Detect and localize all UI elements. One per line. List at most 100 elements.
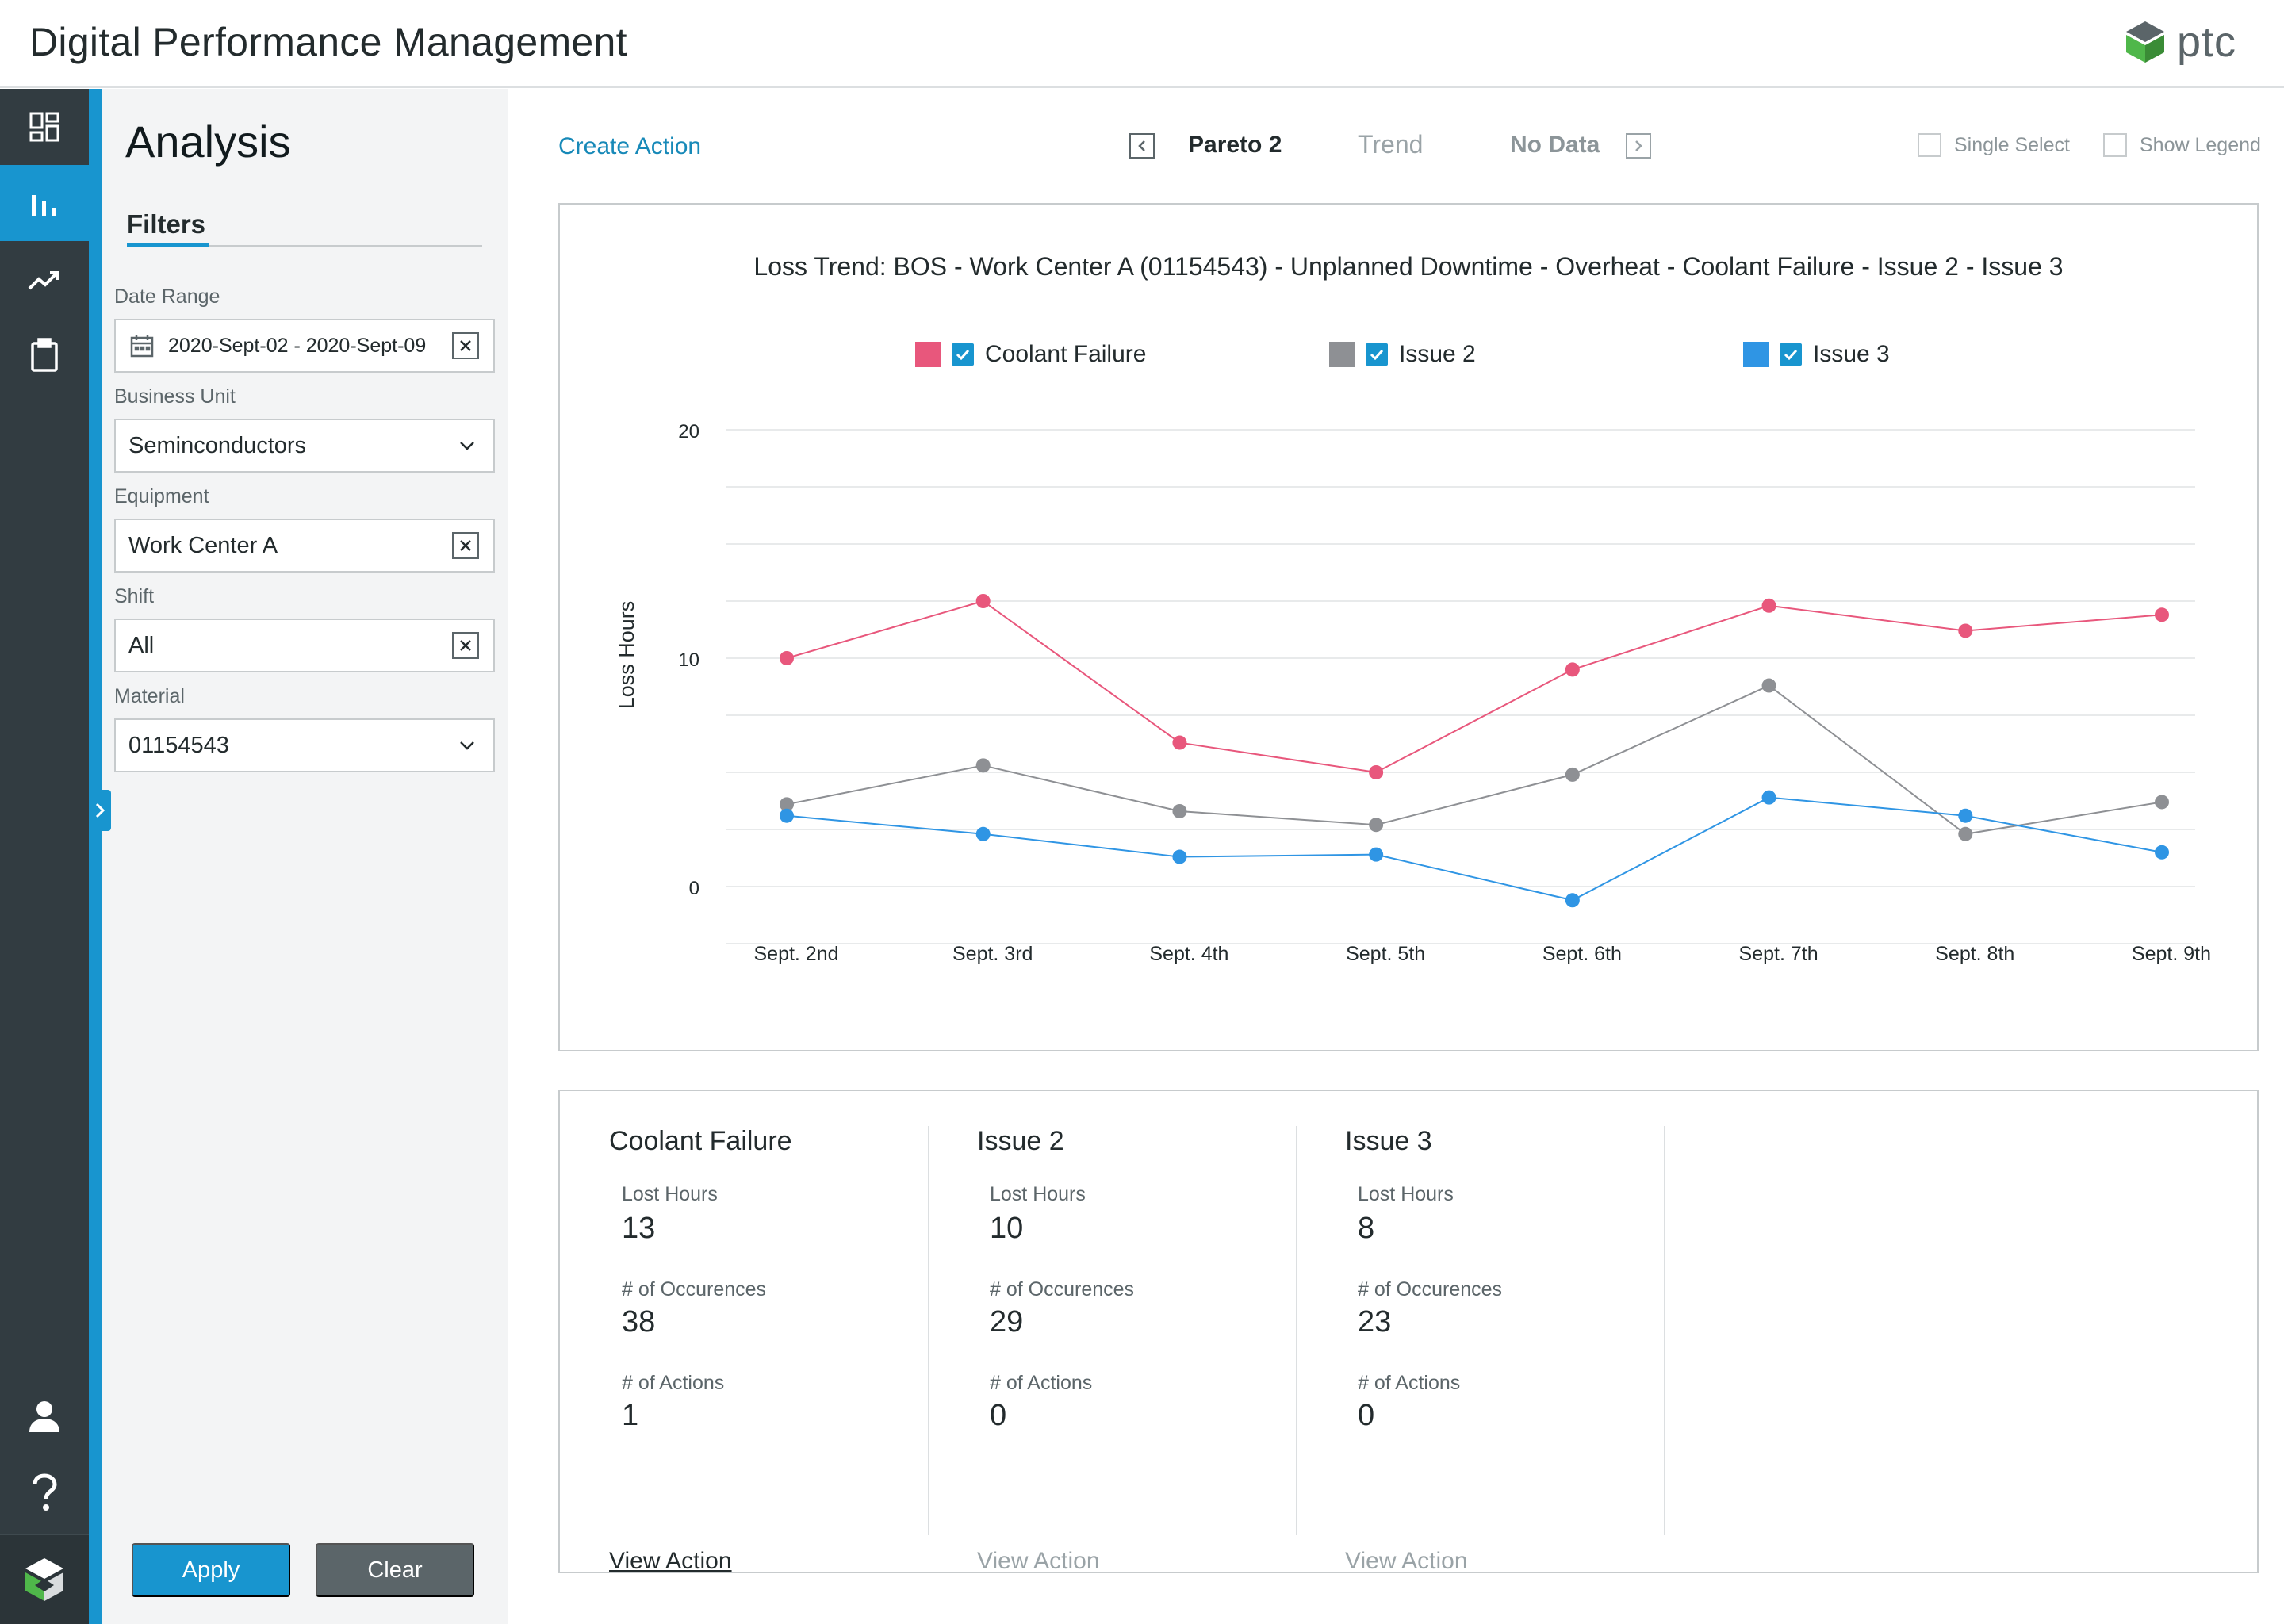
view-action-link[interactable]: View Action: [1345, 1548, 1468, 1574]
chevron-down-icon: [455, 733, 479, 757]
legend-checkbox[interactable]: [1366, 343, 1388, 366]
legend-swatch: [1329, 342, 1355, 367]
nav-item-analysis[interactable]: [0, 165, 89, 241]
shift-value: All: [128, 632, 155, 658]
dashboard-icon: [29, 112, 59, 142]
apply-button[interactable]: Apply: [132, 1543, 290, 1597]
x-tick-label: Sept. 5th: [1346, 943, 1425, 965]
material-label: Material: [114, 685, 185, 707]
calendar-icon: [128, 332, 155, 359]
panel-title: Analysis: [125, 117, 291, 167]
data-point: [2155, 795, 2169, 810]
show-legend-option[interactable]: Show Legend: [2103, 133, 2261, 157]
y-tick-label: 20: [678, 421, 699, 442]
legend-item-issue-2[interactable]: Issue 2: [1329, 341, 1476, 368]
tab-filters-label: Filters: [127, 209, 206, 239]
nav-item-user[interactable]: [0, 1378, 89, 1454]
prev-chart-button[interactable]: [1129, 133, 1155, 159]
actions-value: 1: [622, 1399, 639, 1432]
lost-hours-value: 10: [990, 1212, 1024, 1245]
nav-logo[interactable]: [0, 1534, 89, 1624]
business-unit-label: Business Unit: [114, 385, 236, 408]
trend-icon: [28, 271, 59, 290]
view-action-link[interactable]: View Action: [609, 1548, 732, 1574]
occurrences-label: # of Occurences: [1358, 1278, 1503, 1300]
occurrences-value: 38: [622, 1305, 656, 1339]
summary-divider: [1664, 1126, 1665, 1535]
brand-logo: ptc: [2125, 17, 2236, 67]
data-point: [1369, 765, 1384, 779]
next-chart-button[interactable]: [1626, 133, 1651, 159]
business-unit-select[interactable]: Seminconductors: [114, 419, 495, 473]
tab-pareto-2[interactable]: Pareto 2: [1188, 132, 1282, 158]
nav-item-trends[interactable]: [0, 241, 89, 317]
legend-checkbox[interactable]: [1780, 343, 1802, 366]
clear-button[interactable]: Clear: [316, 1543, 474, 1597]
y-tick-label: 10: [678, 649, 699, 671]
legend-item-issue-3[interactable]: Issue 3: [1743, 341, 1890, 368]
data-point: [2155, 607, 2169, 622]
equipment-label: Equipment: [114, 485, 209, 508]
x-tick-label: Sept. 3rd: [952, 943, 1033, 965]
x-tick-label: Sept. 4th: [1149, 943, 1228, 965]
legend-item-coolant-failure[interactable]: Coolant Failure: [915, 341, 1146, 368]
ptc-logo-icon: [2125, 21, 2164, 63]
single-select-option[interactable]: Single Select: [1918, 133, 2070, 157]
data-point: [2155, 845, 2169, 860]
chart-card: Loss Trend: BOS - Work Center A (0115454…: [558, 203, 2259, 1051]
x-tick-label: Sept. 6th: [1542, 943, 1622, 965]
chart-title: Loss Trend: BOS - Work Center A (0115454…: [753, 252, 2064, 281]
tab-underline: [127, 243, 209, 247]
filter-panel: Analysis Filters Date Range 2020-Sept-02…: [102, 89, 508, 1624]
clipboard-icon: [31, 338, 58, 372]
show-legend-label: Show Legend: [2140, 133, 2261, 156]
clear-shift-icon[interactable]: [452, 632, 479, 659]
nav-item-reports[interactable]: [0, 317, 89, 393]
x-tick-label: Sept. 7th: [1739, 943, 1818, 965]
shift-field[interactable]: All: [114, 619, 495, 672]
tab-trend[interactable]: Trend: [1358, 130, 1424, 159]
summary-title: Issue 3: [1345, 1126, 1432, 1156]
clear-date-range-icon[interactable]: [452, 332, 479, 359]
occurrences-label: # of Occurences: [990, 1278, 1135, 1300]
data-point: [1172, 735, 1187, 750]
data-point: [1369, 847, 1384, 862]
data-point: [780, 797, 794, 812]
tab-no-data[interactable]: No Data: [1510, 132, 1600, 158]
clear-equipment-icon[interactable]: [452, 532, 479, 559]
material-select[interactable]: 01154543: [114, 718, 495, 772]
nav-item-dashboard[interactable]: [0, 89, 89, 165]
actions-label: # of Actions: [622, 1372, 725, 1394]
view-action-link[interactable]: View Action: [977, 1548, 1100, 1574]
summary-column-issue-2: Issue 2 Lost Hours 10 # of Occurences 29…: [977, 1126, 1294, 1574]
single-select-label: Single Select: [1954, 133, 2070, 156]
lost-hours-label: Lost Hours: [990, 1183, 1086, 1205]
nav-item-help[interactable]: [0, 1454, 89, 1530]
equipment-field[interactable]: Work Center A: [114, 519, 495, 573]
data-point: [1565, 893, 1580, 908]
create-action-link[interactable]: Create Action: [558, 133, 702, 159]
legend-checkbox[interactable]: [952, 343, 974, 366]
app-title: Digital Performance Management: [29, 20, 627, 64]
data-point: [1761, 678, 1776, 693]
x-tick-label: Sept. 9th: [2132, 943, 2211, 965]
actions-value: 0: [990, 1399, 1007, 1432]
x-tick-label: Sept. 8th: [1935, 943, 2014, 965]
equipment-value: Work Center A: [128, 532, 278, 558]
series-line: [786, 684, 2163, 835]
tab-filters[interactable]: Filters: [127, 209, 482, 247]
nav-rail: [0, 89, 89, 1624]
collapse-panel-toggle[interactable]: [89, 790, 111, 831]
check-icon: [956, 349, 970, 360]
shift-label: Shift: [114, 585, 155, 607]
date-range-label: Date Range: [114, 285, 220, 308]
date-range-field[interactable]: 2020-Sept-02 - 2020-Sept-09: [114, 319, 495, 373]
data-point: [1761, 790, 1776, 805]
show-legend-checkbox[interactable]: [2103, 133, 2127, 157]
actions-label: # of Actions: [1358, 1372, 1461, 1394]
data-point: [975, 594, 991, 608]
check-icon: [1370, 349, 1384, 360]
data-point: [1172, 849, 1187, 864]
summary-column-issue-3: Issue 3 Lost Hours 8 # of Occurences 23 …: [1345, 1126, 1662, 1574]
single-select-checkbox[interactable]: [1918, 133, 1941, 157]
